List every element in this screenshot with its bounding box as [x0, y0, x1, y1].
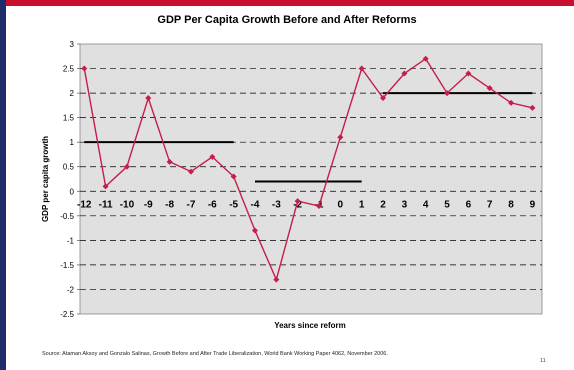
- y-axis-title: GDP per capita growth: [41, 136, 50, 222]
- y-tick-label: 3: [70, 40, 75, 49]
- data-point: [123, 163, 130, 170]
- x-tick-label: 1: [359, 199, 365, 210]
- y-axis-ticks: -2.5 -2 -1.5 -1 -0.5 0 0.5 1 1.5 2 2.5 3: [60, 40, 80, 319]
- data-point: [251, 227, 258, 234]
- top-accent-bar: [0, 0, 574, 6]
- x-tick-label: 7: [487, 199, 493, 210]
- data-point: [529, 104, 536, 111]
- x-tick-label: -2: [293, 199, 302, 210]
- growth-line-chart: GDP Per Capita Growth Before and After R…: [41, 14, 543, 330]
- data-point: [230, 173, 237, 180]
- x-tick-label: -10: [120, 199, 135, 210]
- data-point: [358, 65, 365, 72]
- average-lines: [84, 92, 533, 183]
- y-tick-label: -1: [67, 236, 75, 245]
- x-tick-label: -3: [272, 199, 281, 210]
- y-tick-label: -2.5: [60, 310, 74, 319]
- y-tick-label: -0.5: [60, 212, 74, 221]
- data-point: [166, 158, 173, 165]
- x-tick-label: -4: [251, 199, 260, 210]
- x-tick-label: -12: [77, 199, 92, 210]
- data-point: [508, 99, 515, 106]
- data-point: [337, 134, 344, 141]
- y-tick-label: 0.5: [63, 163, 75, 172]
- x-tick-label: 2: [380, 199, 386, 210]
- x-tick-label: -7: [187, 199, 196, 210]
- left-accent-bar: [0, 0, 6, 370]
- data-point: [294, 198, 301, 205]
- data-point: [486, 85, 493, 92]
- x-tick-label: 3: [402, 199, 408, 210]
- y-tick-label: 0: [70, 187, 75, 196]
- y-tick-label: -1.5: [60, 261, 74, 270]
- data-point: [273, 276, 280, 283]
- data-point: [465, 70, 472, 77]
- x-tick-label: -6: [208, 199, 217, 210]
- plot-area: [79, 43, 543, 315]
- y-tick-label: 1: [70, 138, 75, 147]
- data-point: [209, 153, 216, 160]
- source-note: Source: Ataman Aksoy and Gonzalo Salinas…: [42, 351, 388, 357]
- data-point: [81, 65, 88, 72]
- data-point: [380, 95, 387, 101]
- x-tick-label: 9: [530, 199, 536, 210]
- data-point: [187, 168, 194, 175]
- x-tick-label: 8: [508, 199, 514, 210]
- x-tick-label: -11: [99, 199, 113, 210]
- x-tick-label: 5: [444, 199, 450, 210]
- series-group: [81, 55, 536, 283]
- y-tick-label: 1.5: [63, 114, 75, 123]
- y-tick-label: -2: [67, 285, 75, 294]
- data-point: [444, 90, 451, 97]
- x-tick-label: -5: [229, 199, 238, 210]
- y-tick-label: 2: [70, 89, 75, 98]
- x-tick-label: 0: [338, 199, 344, 210]
- x-axis-title: Years since reform: [274, 321, 346, 330]
- slide-number: 11: [540, 358, 546, 364]
- chart-title: GDP Per Capita Growth Before and After R…: [157, 14, 416, 26]
- data-point: [401, 70, 408, 77]
- x-tick-label: 4: [423, 199, 429, 210]
- data-point: [422, 55, 429, 62]
- data-point: [102, 183, 109, 190]
- data-point: [316, 203, 323, 209]
- x-tick-label: -8: [165, 199, 174, 210]
- y-tick-label: 2.5: [63, 65, 75, 74]
- series-line: [83, 57, 533, 282]
- x-tick-label: -9: [144, 199, 153, 210]
- data-point: [145, 95, 152, 101]
- gridlines: [80, 68, 542, 290]
- x-tick-label: 6: [466, 199, 472, 210]
